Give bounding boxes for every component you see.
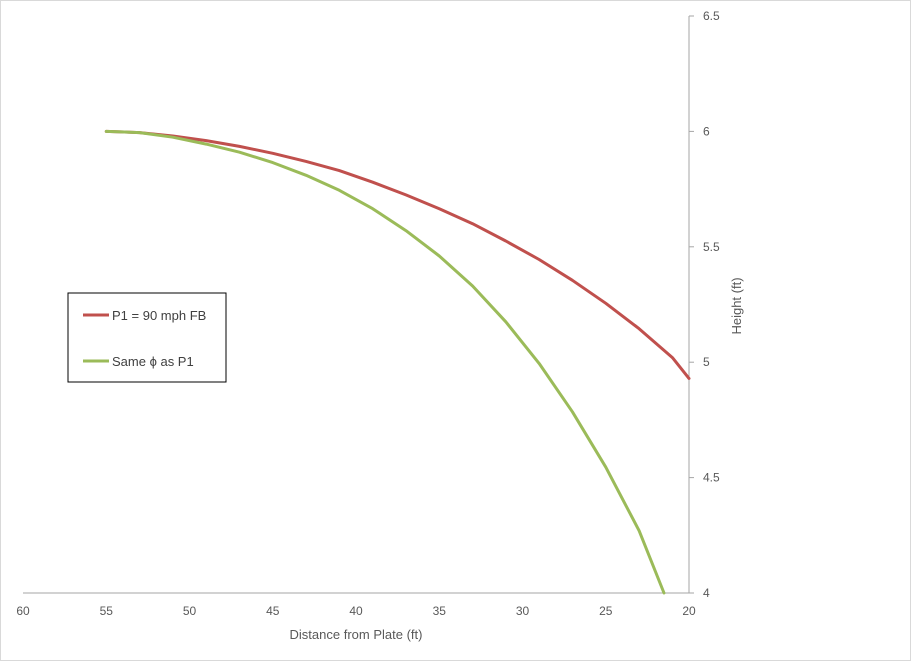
x-tick-label: 25 — [599, 604, 613, 618]
x-tick-label: 40 — [349, 604, 363, 618]
x-tick-label: 30 — [516, 604, 530, 618]
x-tick-label: 50 — [183, 604, 197, 618]
x-tick-label: 20 — [682, 604, 696, 618]
x-tick-label: 60 — [16, 604, 30, 618]
y-tick-label: 5 — [703, 355, 710, 369]
series-line-2 — [104, 129, 666, 595]
y-tick-label: 6 — [703, 124, 710, 138]
y-axis-title: Height (ft) — [729, 277, 744, 334]
y-tick-label: 5.5 — [703, 240, 720, 254]
x-tick-label: 55 — [100, 604, 114, 618]
x-tick-label: 45 — [266, 604, 280, 618]
series-line-1 — [104, 129, 691, 380]
legend-box — [67, 292, 227, 383]
legend: P1 = 90 mph FB Same ϕ as P1 — [67, 292, 227, 383]
axes: 60 55 50 45 40 35 30 25 20 4 4.5 5 5.5 6 6.5 — [16, 9, 720, 618]
legend-label-2: Same ϕ as P1 — [112, 354, 194, 369]
series-lines — [104, 129, 691, 595]
x-axis-title: Distance from Plate (ft) — [290, 627, 423, 642]
legend-label-1: P1 = 90 mph FB — [112, 308, 206, 323]
x-tick-label: 35 — [433, 604, 447, 618]
y-tick-label: 6.5 — [703, 9, 720, 23]
y-tick-label: 4 — [703, 586, 710, 600]
y-tick-label: 4.5 — [703, 471, 720, 485]
